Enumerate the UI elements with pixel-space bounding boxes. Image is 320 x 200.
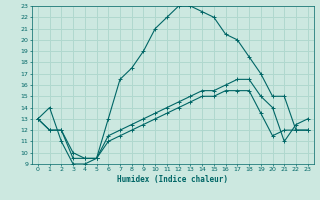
X-axis label: Humidex (Indice chaleur): Humidex (Indice chaleur) (117, 175, 228, 184)
